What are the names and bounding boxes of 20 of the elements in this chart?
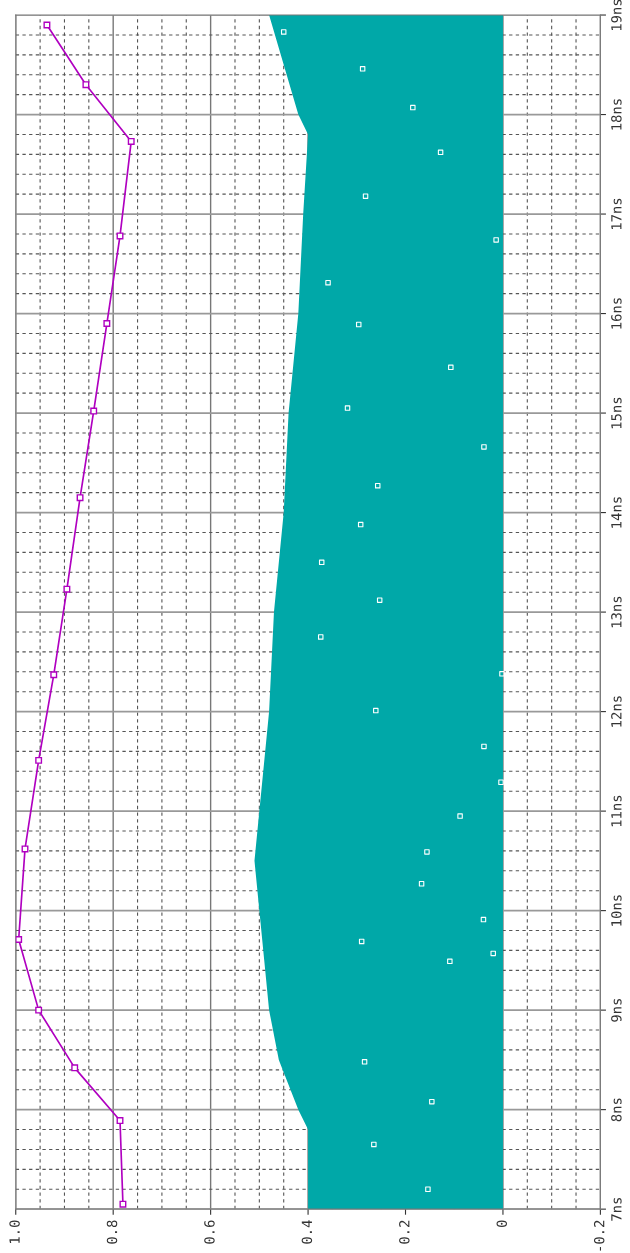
y-tick-label: 19ns — [611, 0, 622, 31]
x-tick-label: 0.2 — [399, 1220, 410, 1244]
y-tick-label: 13ns — [611, 596, 622, 628]
y-tick-label: 15ns — [611, 397, 622, 429]
y-tick-label: 10ns — [611, 895, 622, 926]
y-tick-label: 7ns — [611, 1197, 622, 1221]
y-tick-label: 14ns — [611, 497, 622, 528]
y-tick-label: 8ns — [611, 1098, 622, 1122]
y-tick-label: 17ns — [611, 198, 622, 230]
x-tick-label: 1.0 — [9, 1220, 20, 1243]
x-tick-label: 0 — [496, 1220, 508, 1228]
y-tick-label: 16ns — [611, 298, 622, 329]
x-tick-label: -0.2 — [593, 1220, 605, 1251]
y-tick-label: 12ns — [611, 696, 622, 727]
x-tick-label: 0.6 — [204, 1220, 215, 1244]
x-tick-label: 0.4 — [301, 1220, 313, 1244]
y-tick-label: 18ns — [611, 99, 622, 130]
x-tick-label: 0.8 — [106, 1220, 118, 1244]
y-tick-label: 9ns — [611, 998, 622, 1022]
y-tick-label: 11ns — [611, 795, 622, 827]
